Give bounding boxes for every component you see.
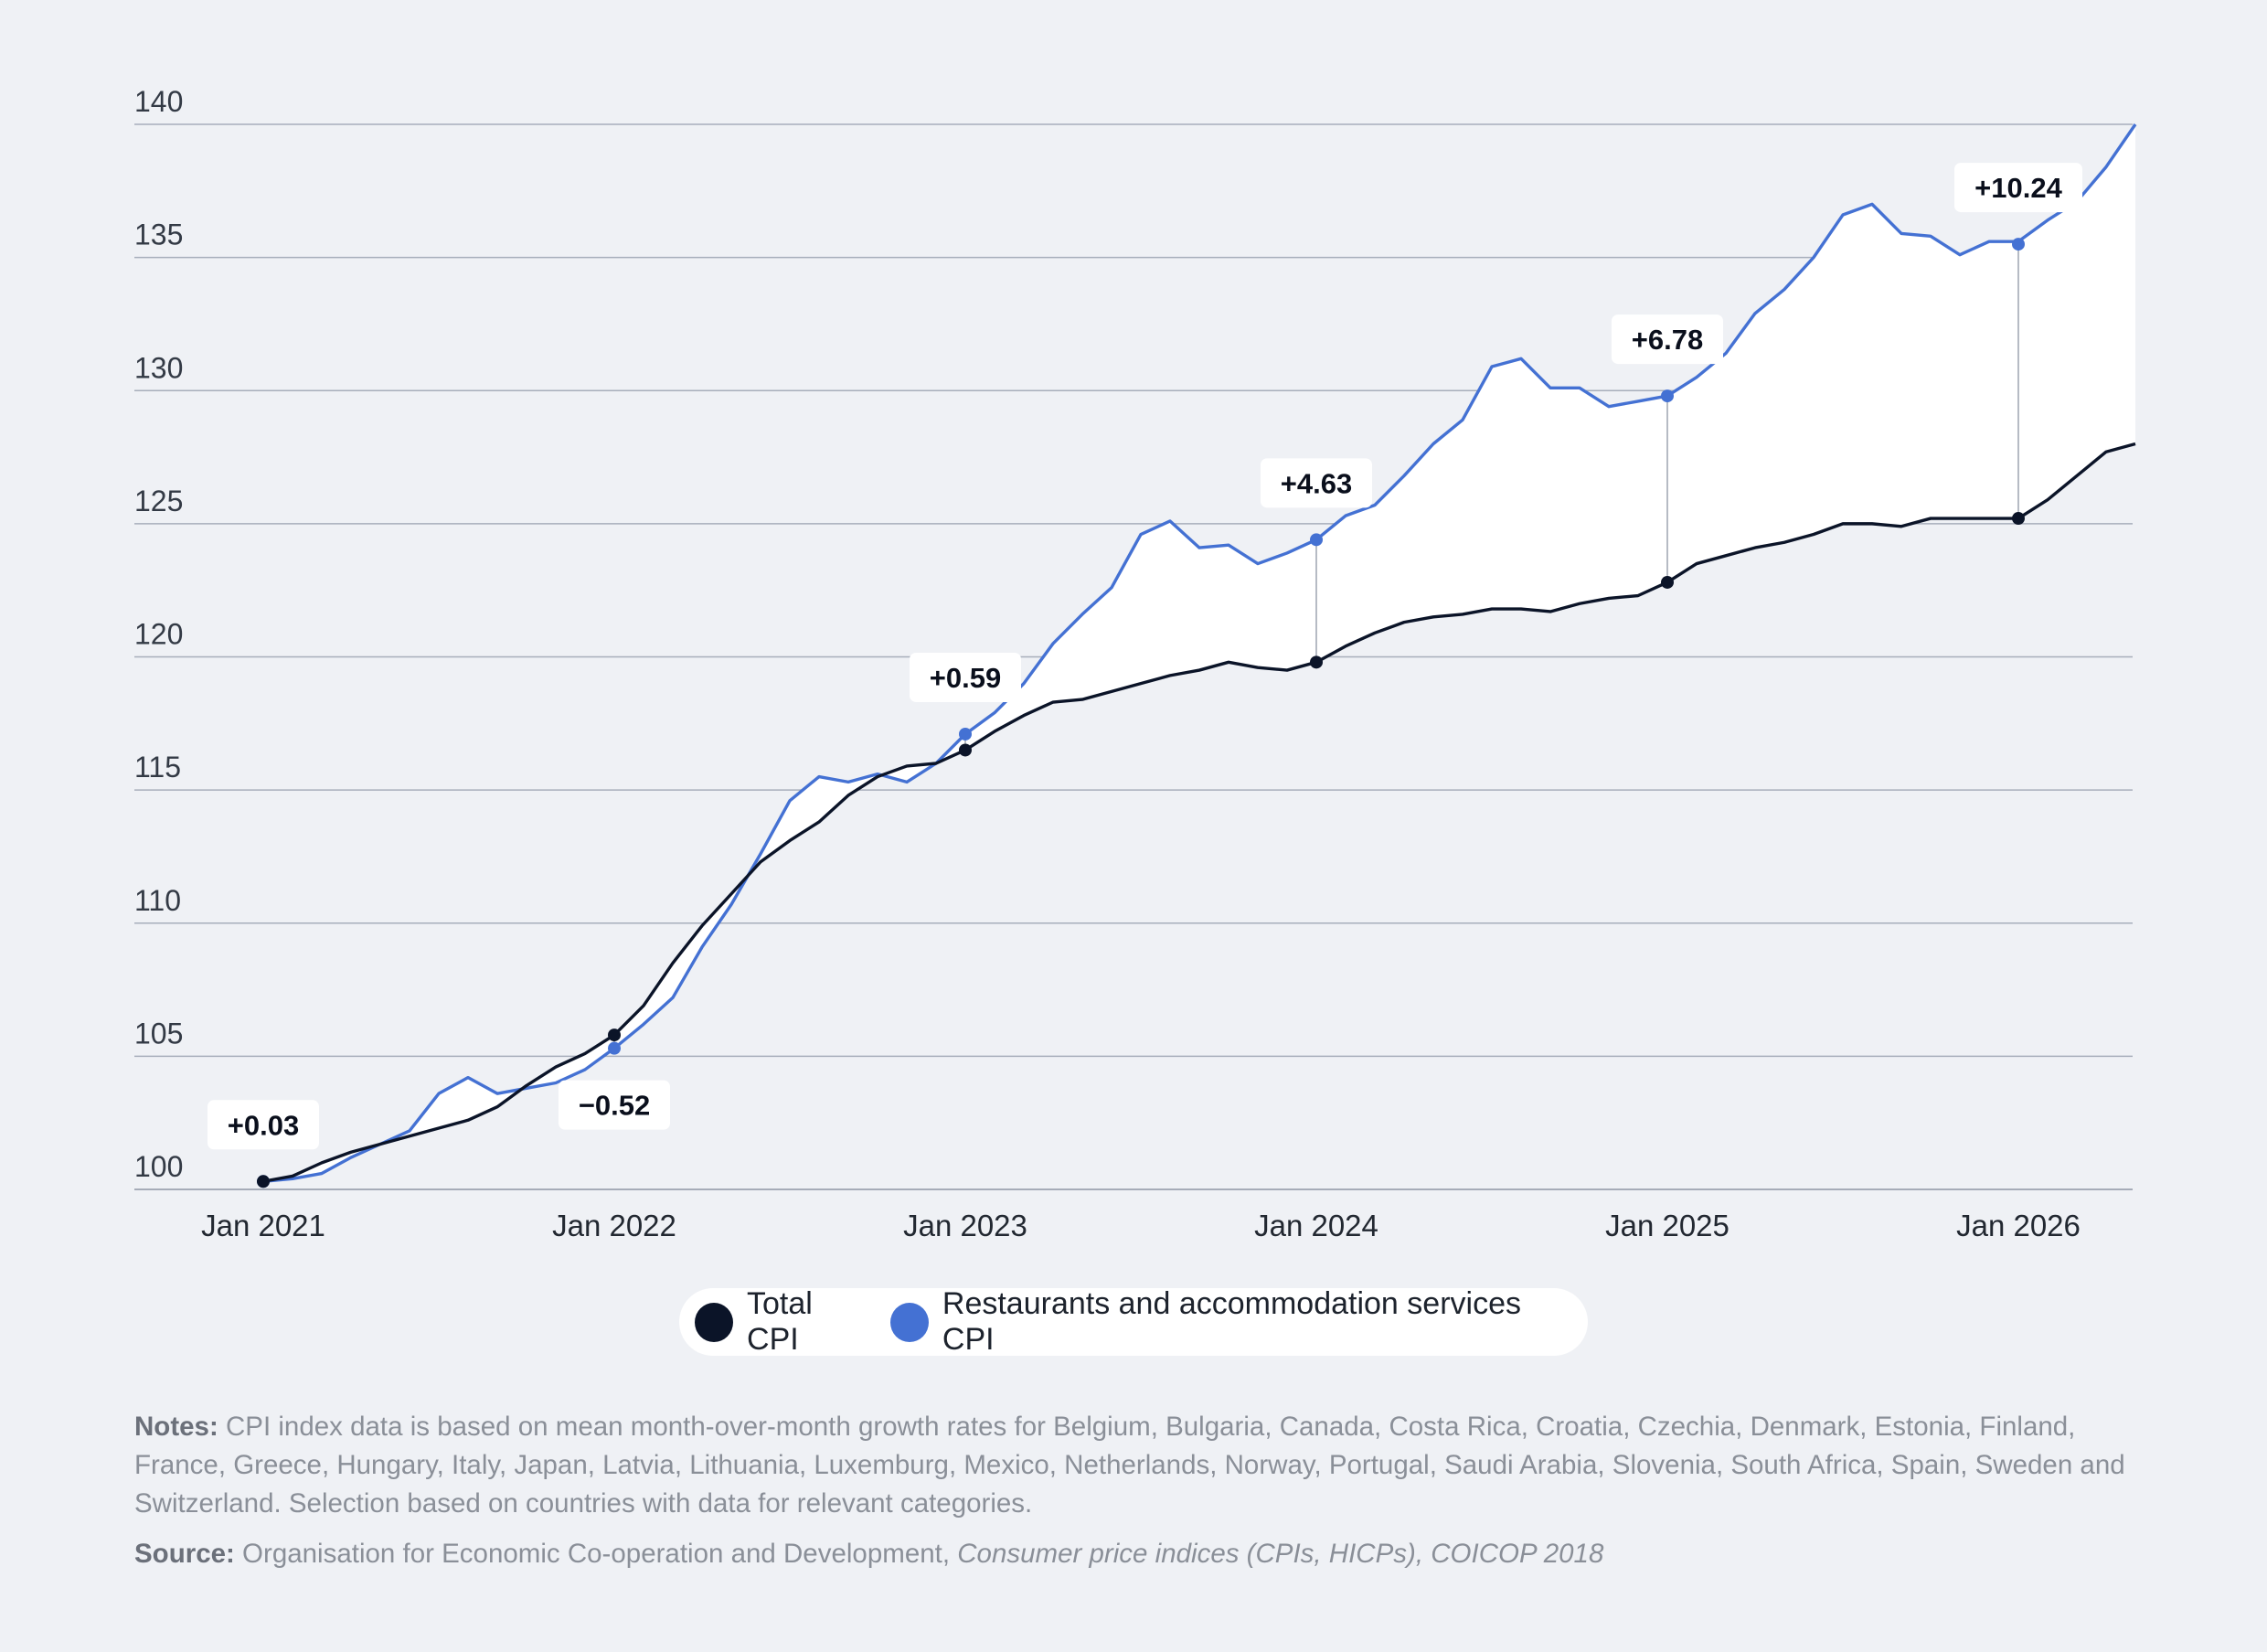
annotation-label-2021-01: +0.03 (228, 1109, 299, 1141)
marker-restaurants-2025-01 (1661, 389, 1674, 403)
series-lines (262, 123, 2137, 1183)
marker-total-2026-01 (2012, 512, 2025, 526)
gap-fill-area (263, 124, 2135, 1182)
x-tick-label-2024-01: Jan 2024 (1254, 1209, 1378, 1242)
marker-restaurants-2026-01 (2012, 238, 2025, 251)
annotation-box-2021-01 (208, 1100, 319, 1150)
legend-swatch-restaurants-cpi (889, 1302, 929, 1342)
annotation-2026-01: +10.24 (1954, 163, 2082, 213)
annotation-label-2022-01: −0.52 (579, 1090, 650, 1122)
y-tick-label-135: 135 (134, 218, 183, 251)
annotation-label-2023-01: +0.59 (930, 662, 1001, 694)
annotation-2022-01: −0.52 (559, 1080, 670, 1130)
legend-label-restaurants-cpi: Restaurants and accommodation services C… (942, 1286, 1521, 1357)
x-tick-label-2026-01: Jan 2026 (1956, 1209, 2081, 1242)
x-tick-label-2021-01: Jan 2021 (201, 1209, 325, 1242)
source-title: Consumer price indices (CPIs, HICPs), CO… (957, 1539, 1604, 1569)
marker-total-2024-01 (1310, 655, 1323, 669)
notes: Notes: CPI index data is based on mean m… (134, 1408, 2136, 1523)
marker-restaurants-2024-01 (1310, 533, 1323, 547)
y-tick-label-105: 105 (134, 1017, 183, 1050)
y-tick-label-115: 115 (134, 751, 181, 783)
marker-restaurants-2023-01 (959, 727, 972, 741)
notes-text: CPI index data is based on mean month-ov… (134, 1412, 2125, 1519)
x-tick-label-2025-01: Jan 2025 (1605, 1209, 1730, 1242)
y-tick-label-100: 100 (134, 1150, 183, 1183)
marker-restaurants-2022-01 (608, 1041, 621, 1055)
annotation-2025-01: +6.78 (1612, 314, 1723, 365)
marker-total-2025-01 (1661, 575, 1674, 589)
legend-label-total-cpi: Total CPI (747, 1286, 813, 1357)
x-tick-label-2023-01: Jan 2023 (903, 1209, 1027, 1242)
legend-swatch-total-cpi (695, 1302, 734, 1342)
annotation-box-2025-01 (1612, 314, 1723, 365)
annotation-box-2022-01 (559, 1080, 670, 1130)
y-tick-label-125: 125 (134, 485, 183, 517)
source-text: Organisation for Economic Co-operation a… (242, 1539, 951, 1569)
annotation-label-2025-01: +6.78 (1632, 324, 1703, 356)
y-axis-ticks: 100 105 110 115 120 125 130 135 140 (134, 85, 183, 1183)
annotations: +0.03 −0.52 +0.59 +4.63 +6.78 +10.24 (208, 163, 2082, 1188)
marker-total-2021-01 (257, 1175, 270, 1188)
annotation-label-2026-01: +10.24 (1974, 172, 2062, 204)
notes-heading: Notes: (134, 1412, 218, 1442)
annotation-box-2024-01 (1261, 458, 1372, 508)
y-tick-label-120: 120 (134, 618, 183, 651)
annotation-2024-01: +4.63 (1261, 458, 1372, 508)
y-tick-label-110: 110 (134, 884, 181, 917)
legend-item-restaurants-cpi[interactable]: Restaurants and accommodation services C… (889, 1286, 1568, 1358)
source: Source: Organisation for Economic Co-ope… (134, 1535, 2136, 1573)
annotation-box-2023-01 (910, 652, 1021, 702)
x-tick-label-2022-01: Jan 2022 (552, 1209, 676, 1242)
annotation-2023-01: +0.59 (910, 652, 1021, 702)
legend: Total CPI Restaurants and accommodation … (679, 1286, 1588, 1358)
line-total-cpi (262, 442, 2136, 1183)
annotation-label-2024-01: +4.63 (1281, 467, 1352, 499)
x-axis-ticks: Jan 2021 Jan 2022 Jan 2023 Jan 2024 Jan 2025… (201, 1209, 2081, 1242)
marker-total-2023-01 (959, 743, 972, 757)
line-restaurants-cpi (262, 123, 2137, 1183)
source-heading: Source: (134, 1539, 235, 1569)
annotation-2021-01: +0.03 (208, 1100, 319, 1150)
y-tick-label-130: 130 (134, 351, 183, 384)
legend-item-total-cpi[interactable]: Total CPI (695, 1286, 870, 1358)
y-tick-label-140: 140 (134, 85, 183, 118)
marker-total-2022-01 (608, 1029, 621, 1042)
annotation-box-2026-01 (1954, 163, 2082, 213)
fill-between-series (263, 124, 2135, 1182)
